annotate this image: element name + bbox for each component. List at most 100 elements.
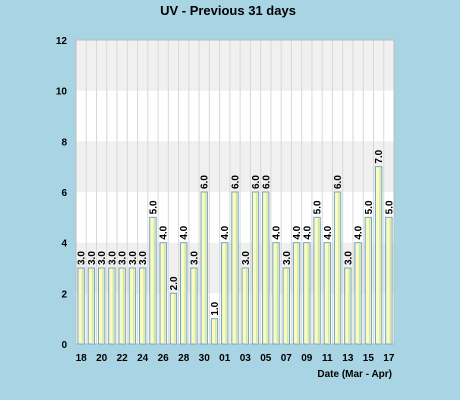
bar-highlight	[307, 243, 309, 344]
bar	[169, 292, 178, 345]
bar-highlight	[245, 269, 248, 344]
x-tick-label: 13	[342, 353, 354, 364]
bar	[159, 242, 167, 345]
bar	[364, 216, 373, 345]
bar-value-label: 3.0	[77, 251, 88, 265]
bar	[272, 242, 280, 345]
bar	[87, 267, 96, 345]
bar-value-label: 2.0	[169, 276, 180, 290]
bar-highlight	[102, 269, 104, 344]
bar-value-label: 4.0	[302, 225, 313, 239]
x-tick-label: 22	[117, 353, 129, 364]
bar-value-label: 6.0	[261, 175, 272, 189]
bar-value-label: 5.0	[148, 200, 159, 214]
bar	[138, 267, 147, 345]
bar-highlight	[348, 269, 350, 344]
bar-highlight	[215, 319, 217, 344]
x-tick-label: 03	[240, 353, 252, 364]
bar-highlight	[358, 243, 361, 344]
bar-highlight	[92, 269, 94, 344]
bar-highlight	[368, 218, 371, 344]
gridlines	[75, 39, 395, 345]
bar	[77, 267, 85, 345]
bar-value-label: 6.0	[231, 175, 242, 189]
bar-highlight	[256, 193, 258, 344]
bar	[333, 191, 342, 345]
bar	[118, 267, 126, 345]
bar-highlight	[194, 269, 197, 344]
bar	[221, 242, 229, 345]
bar-value-label: 3.0	[87, 251, 98, 265]
x-tick-label: 01	[219, 353, 231, 364]
y-tick-label: 0	[61, 340, 67, 351]
y-tick-label: 6	[61, 188, 67, 199]
bar-highlight	[389, 218, 391, 344]
x-tick-label: 30	[199, 353, 211, 364]
y-tick-label: 4	[61, 239, 67, 250]
bars	[77, 166, 393, 345]
bar	[128, 267, 137, 345]
bar-highlight	[276, 243, 279, 344]
bar-highlight	[338, 193, 340, 344]
bar-value-label: 3.0	[282, 251, 293, 265]
bar-value-label: 4.0	[272, 225, 283, 239]
x-tick-label: 09	[301, 353, 313, 364]
bar-highlight	[184, 243, 186, 344]
bar	[262, 191, 270, 345]
grid-band	[76, 141, 394, 192]
bar-highlight	[133, 269, 135, 344]
x-axis-label: Date (Mar - Apr)	[317, 369, 392, 380]
bar-highlight	[81, 269, 84, 344]
bar-highlight	[122, 269, 125, 344]
bar-highlight	[327, 243, 330, 344]
bar-value-label: 4.0	[159, 225, 170, 239]
bar	[292, 242, 301, 345]
bar-value-label: 6.0	[251, 175, 262, 189]
bar	[282, 267, 290, 345]
bar	[354, 242, 362, 345]
chart-title: UV - Previous 31 days	[160, 3, 296, 18]
bar-value-label: 3.0	[118, 251, 129, 265]
bar-highlight	[204, 193, 207, 344]
bar-value-label: 4.0	[292, 225, 303, 239]
bar-value-label: 5.0	[313, 200, 324, 214]
bar-value-label: 4.0	[220, 225, 231, 239]
bar-value-label: 4.0	[179, 225, 190, 239]
y-axis: 0 2 4 6 8 10 12	[56, 36, 68, 351]
bar	[210, 318, 219, 345]
y-tick-label: 12	[56, 36, 68, 47]
bar-value-label: 6.0	[200, 175, 211, 189]
x-tick-label: 07	[281, 353, 293, 364]
bar-highlight	[297, 243, 299, 344]
bar-value-label: 1.0	[210, 301, 221, 315]
bar-highlight	[112, 269, 114, 344]
bar	[313, 216, 321, 345]
bar-value-label: 3.0	[107, 251, 118, 265]
bar-highlight	[379, 167, 381, 344]
bar	[149, 216, 157, 345]
bar	[374, 166, 383, 345]
bar	[251, 191, 260, 345]
bar-highlight	[153, 218, 155, 344]
x-tick-label: 26	[158, 353, 170, 364]
bar	[344, 267, 352, 345]
bar-highlight	[163, 243, 166, 344]
x-tick-label: 24	[137, 353, 149, 364]
y-tick-label: 10	[56, 87, 68, 98]
bar-highlight	[225, 243, 227, 344]
bar-value-label: 3.0	[189, 251, 200, 265]
bar-highlight	[235, 193, 238, 344]
bar-highlight	[286, 269, 289, 344]
y-tick-label: 2	[61, 289, 67, 300]
bar	[97, 267, 106, 345]
bar	[108, 267, 116, 345]
bar-value-label: 5.0	[384, 200, 395, 214]
x-tick-label: 28	[178, 353, 190, 364]
bar	[180, 242, 188, 345]
x-tick-label: 20	[96, 353, 108, 364]
bar-value-label: 5.0	[364, 200, 375, 214]
bar	[323, 242, 332, 345]
bar	[241, 267, 249, 345]
x-tick-label: 18	[76, 353, 88, 364]
